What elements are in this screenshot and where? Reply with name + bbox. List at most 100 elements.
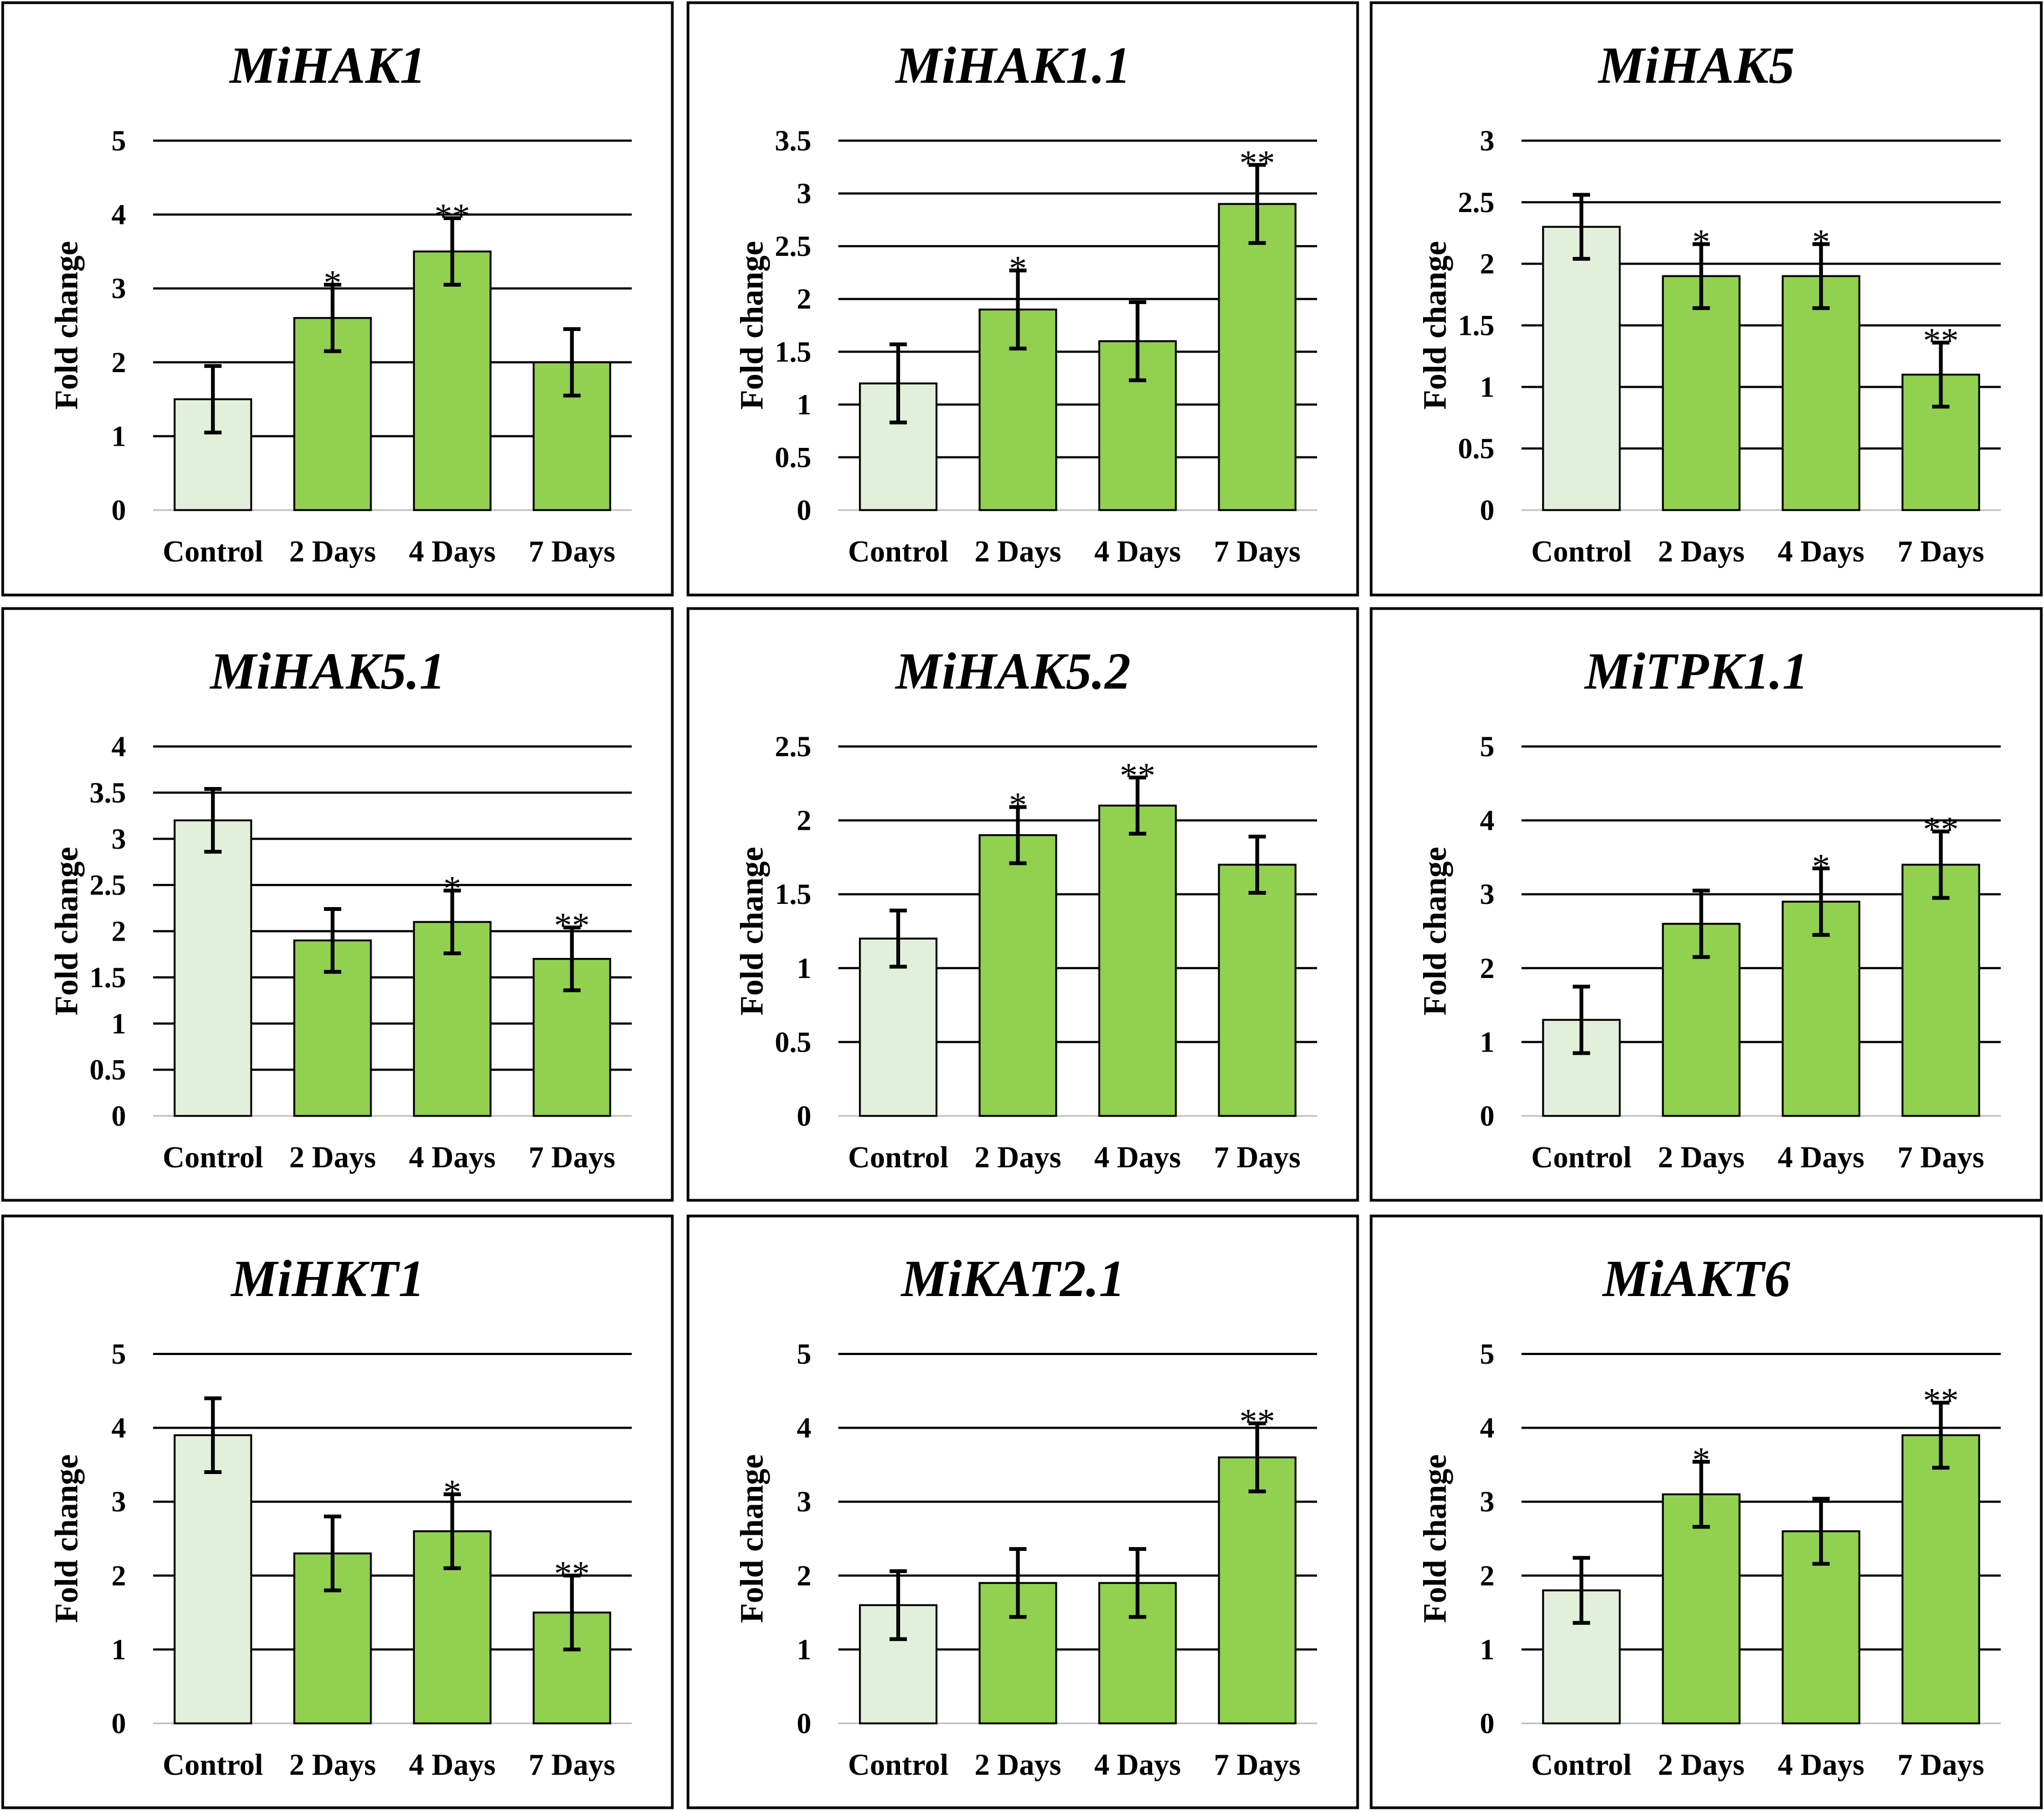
x-tick-label: 4 Days (1094, 1748, 1181, 1782)
y-tick-label: 0 (1480, 494, 1494, 526)
y-tick-label: 1.5 (775, 878, 812, 910)
y-tick-label: 3 (1480, 878, 1494, 910)
y-axis-title: Fold change (734, 1455, 770, 1623)
chart-title: MiKAT2.1 (900, 1250, 1124, 1307)
x-tick-label: 4 Days (1778, 1141, 1864, 1174)
x-tick-label: Control (163, 1141, 263, 1174)
bar-control (1542, 226, 1621, 511)
y-tick-label: 5 (1480, 730, 1494, 763)
y-tick-label: 3 (111, 1485, 126, 1518)
chart-title: MiHAK5.1 (209, 642, 446, 700)
y-tick-label: 2.5 (775, 730, 812, 763)
y-tick-label: 1 (111, 1633, 126, 1665)
y-axis-title: Fold change (1417, 241, 1453, 410)
bar-2-days (978, 834, 1057, 1117)
x-tick-label: 7 Days (528, 1748, 615, 1782)
chart-panel-mikat2-1: MiKAT2.1 0 1 2 3 4 5 Fold change Control 2 Days 4 … (686, 1214, 1359, 1809)
x-tick-label: 2 Days (1658, 535, 1744, 569)
y-tick-label: 1 (797, 388, 811, 421)
x-tick-label: 2 Days (975, 1141, 1061, 1174)
x-tick-label: 7 Days (1214, 535, 1300, 569)
bar-7-days (1901, 863, 1980, 1117)
x-tick-label: Control (1531, 535, 1632, 569)
x-tick-label: Control (1531, 1141, 1632, 1174)
x-tick-label: Control (848, 1748, 949, 1782)
bar-control (859, 1604, 938, 1724)
y-tick-label: 2 (111, 1559, 126, 1592)
chart-panel-mihak5-1: MiHAK5.1 0 0.5 1 1.5 2 2.5 3 3.5 4 Fold change Cont… (1, 607, 674, 1202)
y-tick-label: 5 (1480, 1338, 1494, 1370)
y-tick-label: 3.5 (90, 776, 127, 809)
significance-marker: * (1009, 785, 1027, 825)
x-tick-label: 7 Days (528, 535, 615, 569)
y-tick-label: 2 (1480, 248, 1494, 280)
y-tick-label: 1.5 (1458, 309, 1495, 342)
y-tick-label: 5 (111, 1338, 126, 1370)
y-axis-title: Fold change (1417, 1455, 1453, 1623)
y-tick-label: 0.5 (90, 1054, 127, 1086)
x-tick-label: 2 Days (1658, 1748, 1744, 1782)
chart-panel-miakt6: MiAKT6 0 1 2 3 4 5 Fold change Control * 2 Days 4 D… (1370, 1214, 2043, 1809)
y-axis-title: Fold change (49, 1455, 84, 1623)
y-tick-label: 3 (111, 823, 126, 855)
bar-7-days (1218, 203, 1296, 511)
x-tick-label: 4 Days (409, 1748, 495, 1782)
y-axis-title: Fold change (734, 847, 770, 1016)
y-tick-label: 4 (111, 730, 126, 763)
y-tick-label: 1 (797, 1633, 811, 1665)
x-tick-label: 4 Days (409, 535, 495, 569)
bar-2-days (1662, 275, 1741, 511)
y-axis-title: Fold change (49, 241, 84, 410)
x-tick-label: Control (1531, 1748, 1632, 1782)
y-tick-label: 0.5 (775, 1026, 812, 1058)
bar-4-days (1098, 804, 1177, 1117)
significance-marker: ** (1923, 1381, 1959, 1420)
x-tick-label: 4 Days (1778, 535, 1864, 569)
significance-marker: ** (1239, 1402, 1275, 1441)
y-tick-label: 2 (797, 283, 811, 315)
significance-marker: ** (554, 1554, 590, 1594)
y-tick-label: 1.5 (90, 961, 127, 994)
chart-panel-mihak1: MiHAK1 0 1 2 3 4 5 Fold change Control * 2 Days ** 4… (1, 1, 674, 597)
significance-marker: ** (554, 906, 590, 946)
y-axis-title: Fold change (1417, 847, 1453, 1016)
x-tick-label: 7 Days (1897, 535, 1984, 569)
significance-marker: * (1812, 847, 1830, 886)
y-tick-label: 0.5 (775, 441, 812, 473)
y-tick-label: 0 (797, 1100, 811, 1132)
chart-panel-mihak5: MiHAK5 0 0.5 1 1.5 2 2.5 3 Fold change Control * 2 … (1370, 1, 2043, 597)
y-tick-label: 3.5 (775, 124, 812, 157)
x-tick-label: 7 Days (1214, 1141, 1300, 1174)
y-tick-label: 4 (797, 1412, 811, 1444)
chart-title: MiHAK1.1 (895, 36, 1131, 94)
significance-marker: * (1812, 222, 1830, 262)
chart-panel-mitpk1-1: MiTPK1.1 0 1 2 3 4 5 Fold change Control 2 Days * 4… (1370, 607, 2043, 1202)
y-tick-label: 0 (111, 1100, 126, 1132)
y-tick-label: 0 (1480, 1100, 1494, 1132)
x-tick-label: 2 Days (975, 535, 1061, 569)
x-tick-label: 2 Days (289, 1141, 376, 1174)
y-tick-label: 1.5 (775, 335, 812, 368)
x-tick-label: 2 Days (975, 1748, 1061, 1782)
y-tick-label: 4 (1480, 804, 1494, 837)
chart-title: MiTPK1.1 (1584, 642, 1808, 700)
chart-title: MiHAK5 (1597, 36, 1795, 94)
y-tick-label: 2 (1480, 1559, 1494, 1592)
y-tick-label: 0 (797, 494, 811, 526)
significance-marker: * (444, 1473, 461, 1512)
y-tick-label: 1 (111, 1007, 126, 1040)
y-tick-label: 3 (797, 1485, 811, 1518)
significance-marker: ** (434, 196, 470, 236)
y-tick-label: 3 (1480, 1485, 1494, 1518)
significance-marker: * (323, 263, 341, 302)
y-tick-label: 4 (111, 1412, 126, 1444)
x-tick-label: 7 Days (528, 1141, 615, 1174)
y-tick-label: 1 (797, 952, 811, 984)
y-tick-label: 0 (111, 494, 126, 526)
x-tick-label: Control (163, 1748, 263, 1782)
chart-panel-mihkt1: MiHKT1 0 1 2 3 4 5 Fold change Control 2 Days * 4 D… (1, 1214, 674, 1809)
y-tick-label: 4 (111, 199, 126, 231)
y-tick-label: 5 (111, 124, 126, 157)
y-tick-label: 1 (1480, 1633, 1494, 1665)
